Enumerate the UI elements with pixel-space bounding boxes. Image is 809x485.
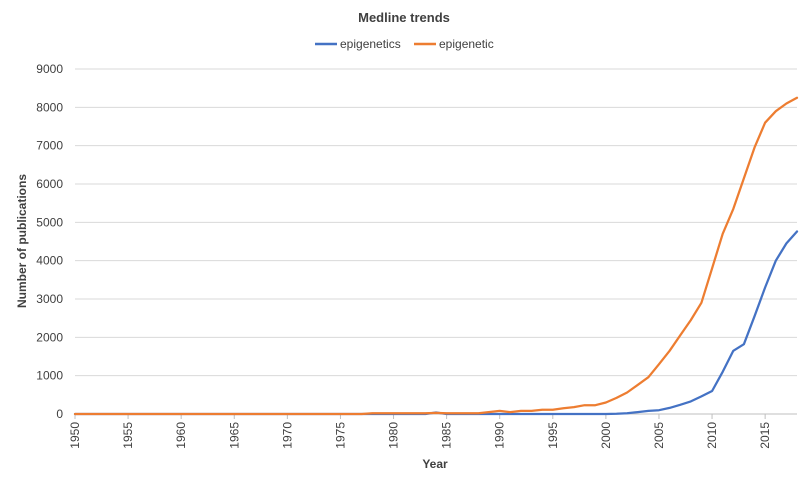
x-tick-label: 1975 bbox=[333, 422, 347, 449]
x-tick-label: 2000 bbox=[599, 422, 613, 449]
series-line-epigenetics bbox=[73, 230, 799, 416]
legend-label-epigenetics: epigenetics bbox=[340, 37, 401, 51]
y-tick-label: 9000 bbox=[36, 62, 63, 76]
x-axis-ticks: 1950 1955 1960 1965 1970 1975 1980 1985 1990 1995… bbox=[68, 414, 772, 449]
series-line-epigenetic bbox=[73, 96, 799, 416]
y-tick-label: 2000 bbox=[36, 330, 63, 344]
legend: epigenetics epigenetic bbox=[315, 37, 494, 51]
gridlines bbox=[75, 68, 797, 377]
x-tick-label: 1985 bbox=[440, 422, 454, 449]
chart-title: Medline trends bbox=[358, 10, 450, 25]
y-axis-ticks: 0 1000 2000 3000 4000 5000 6000 7000 8000 9000 bbox=[36, 62, 63, 421]
y-tick-label: 3000 bbox=[36, 292, 63, 306]
y-axis-title: Number of publications bbox=[15, 174, 29, 308]
y-tick-label: 6000 bbox=[36, 177, 63, 191]
x-tick-label: 1980 bbox=[387, 422, 401, 449]
x-tick-label: 1965 bbox=[227, 422, 241, 449]
legend-label-epigenetic: epigenetic bbox=[439, 37, 494, 51]
x-tick-label: 2005 bbox=[652, 422, 666, 449]
x-tick-label: 1990 bbox=[493, 422, 507, 449]
x-tick-label: 1955 bbox=[121, 422, 135, 449]
x-tick-label: 1960 bbox=[174, 422, 188, 449]
x-axis-title: Year bbox=[422, 457, 448, 471]
series-lines bbox=[73, 96, 799, 416]
y-tick-label: 4000 bbox=[36, 254, 63, 268]
y-tick-label: 0 bbox=[56, 407, 63, 421]
y-tick-label: 7000 bbox=[36, 139, 63, 153]
x-tick-label: 2015 bbox=[758, 422, 772, 449]
x-tick-label: 2010 bbox=[705, 422, 719, 449]
y-tick-label: 8000 bbox=[36, 100, 63, 114]
x-tick-label: 1970 bbox=[280, 422, 294, 449]
y-tick-label: 1000 bbox=[36, 369, 63, 383]
x-tick-label: 1995 bbox=[546, 422, 560, 449]
x-tick-label: 1950 bbox=[68, 422, 82, 449]
y-tick-label: 5000 bbox=[36, 215, 63, 229]
